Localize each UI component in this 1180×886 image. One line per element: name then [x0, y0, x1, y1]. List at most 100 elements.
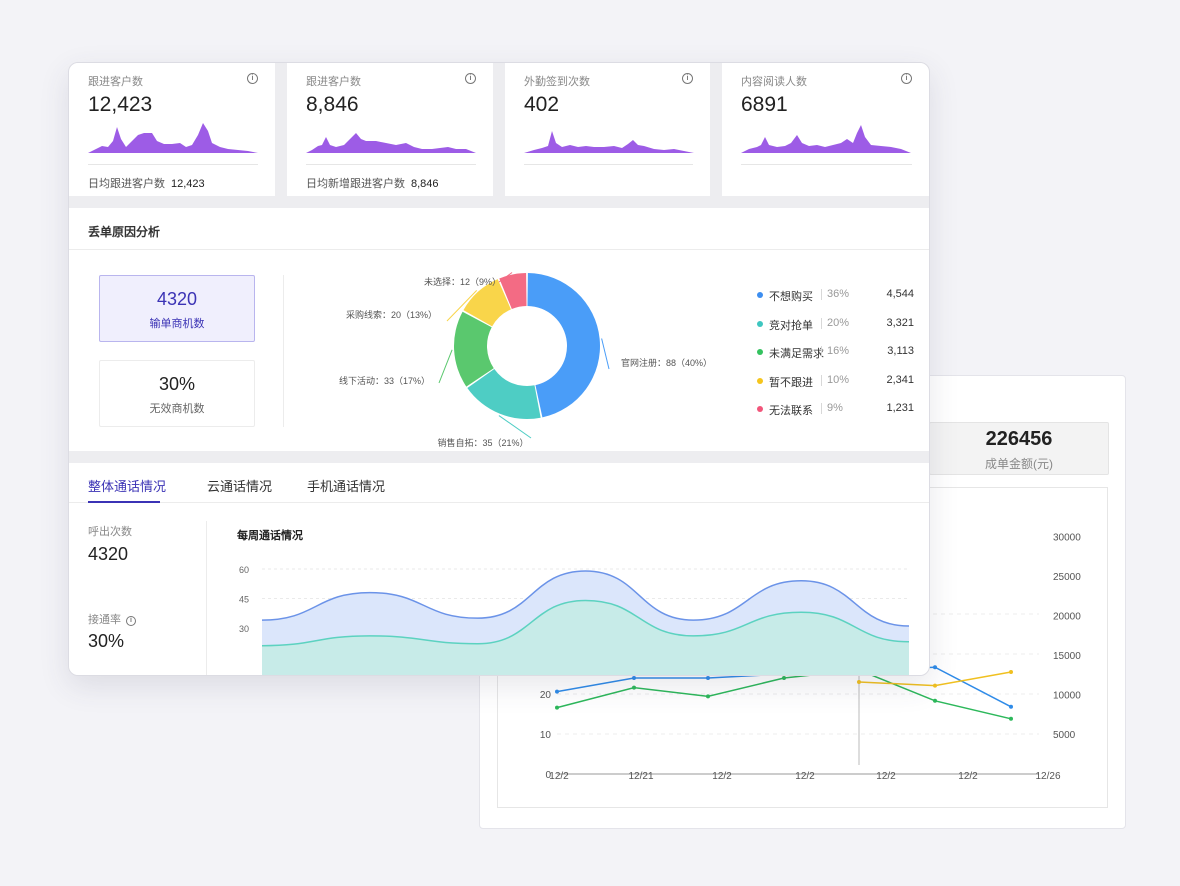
- leader-line: [498, 272, 513, 283]
- data-point: [933, 665, 937, 670]
- y-tick-label: 60: [239, 565, 249, 575]
- loss-donut-chart: 官网注册：88（40%） 销售自拓：35（21%） 线下活动：33（17%） 采购线索…: [339, 272, 712, 448]
- kpi-card-readers[interactable]: 内容阅读人数 i 6891: [722, 63, 929, 196]
- kpi-footer: 日均跟进客户数 12,423: [88, 175, 205, 191]
- outbound-value: 4320: [88, 544, 129, 564]
- donut-label: 线下活动：33（17%）: [339, 375, 430, 386]
- kpi-sparkline: [306, 133, 476, 153]
- kpi-sparkline: [741, 125, 911, 153]
- stat-value: 4320: [156, 289, 198, 309]
- kpi-value: 402: [524, 93, 560, 116]
- donut-label: 采购线索：20（13%）: [346, 309, 437, 320]
- kpi-footer-label: 日均跟进客户数: [88, 178, 165, 190]
- kpi-value: 6891: [741, 93, 788, 116]
- series-line: [261, 599, 910, 647]
- divider: [283, 275, 284, 427]
- deal-amount-box: 226456 成单金额(元): [929, 422, 1109, 475]
- y2-tick-label: 10000: [1053, 691, 1081, 702]
- kpi-card-new-followup[interactable]: 跟进客户数 i 8,846 日均新增跟进客户数 8,846: [287, 63, 493, 196]
- kpi-value: 8,846: [306, 93, 359, 116]
- info-icon[interactable]: i: [126, 616, 136, 626]
- data-point: [933, 683, 937, 688]
- legend-percent: 36%: [827, 288, 850, 300]
- donut-label: 销售自拓：35（21%）: [437, 437, 528, 448]
- kpi-footer-value: 8,846: [411, 178, 439, 190]
- legend-dot: [757, 349, 763, 355]
- kpi-sparkline: [88, 123, 258, 153]
- leader-line: [438, 349, 453, 384]
- legend-name: 不想购买: [769, 291, 813, 303]
- kpi-title: 外勤签到次数: [524, 76, 590, 88]
- info-icon[interactable]: i: [682, 73, 693, 84]
- y2-tick-label: 30000: [1053, 533, 1081, 544]
- y-tick-label: 45: [239, 595, 249, 605]
- x-tick-label: 12/2: [795, 771, 815, 782]
- chart-title: 每周通话情况: [237, 530, 303, 542]
- legend-value: 3,113: [887, 345, 914, 357]
- kpi-title: 跟进客户数: [88, 76, 143, 88]
- calls-panel: 整体通话情况 云通话情况 手机通话情况 呼出次数 4320 接通率 i 30% 每…: [69, 463, 929, 675]
- deal-amount-label: 成单金额(元): [985, 457, 1053, 471]
- lost-deals-stat[interactable]: 4320 输单商机数: [99, 275, 255, 342]
- active-tab-indicator: [88, 501, 160, 503]
- legend-percent: 16%: [827, 345, 850, 357]
- area-fill: [262, 600, 909, 675]
- kpi-card-checkins[interactable]: 外勤签到次数 i 402: [505, 63, 710, 196]
- tab-overall-calls[interactable]: 整体通话情况: [88, 479, 167, 494]
- donut-label: 官网注册：88（40%）: [621, 357, 712, 368]
- legend-dot: [757, 292, 763, 298]
- legend-separator: [821, 317, 822, 329]
- y-tick-label: 10: [540, 730, 552, 741]
- x-tick-label: 12/21: [628, 771, 653, 782]
- data-point: [632, 676, 636, 680]
- tab-mobile-calls[interactable]: 手机通话情况: [307, 479, 386, 494]
- x-tick-label: 12/26: [1035, 771, 1060, 782]
- x-tick-label: 12/2: [712, 771, 732, 782]
- kpi-card-followup[interactable]: 跟进客户数 i 12,423 日均跟进客户数 12,423: [69, 63, 275, 196]
- legend-name: 暂不跟进: [769, 376, 813, 389]
- data-point: [857, 680, 861, 684]
- dashboard-card: 跟进客户数 i 12,423 日均跟进客户数 12,423 跟进客户数 i 8,8…: [68, 62, 930, 676]
- legend-percent: 10%: [827, 373, 850, 386]
- y2-tick-label: 5000: [1053, 730, 1076, 741]
- kpi-divider: [524, 164, 693, 165]
- kpi-divider: [741, 164, 912, 165]
- donut-slice: [499, 273, 527, 309]
- info-icon[interactable]: i: [247, 73, 258, 84]
- legend-percent: 20%: [827, 316, 850, 329]
- info-icon[interactable]: i: [901, 73, 912, 84]
- x-tick-label: 12/2: [876, 771, 896, 782]
- data-point: [1009, 704, 1013, 709]
- legend-value: 2,341: [886, 373, 914, 386]
- connect-rate-label: 接通率 i: [88, 611, 136, 627]
- tab-cloud-calls[interactable]: 云通话情况: [207, 479, 273, 494]
- y2-tick-label: 25000: [1053, 572, 1081, 583]
- legend-separator: [821, 289, 822, 300]
- y-tick-label: 0: [545, 770, 551, 781]
- info-icon[interactable]: i: [465, 73, 476, 84]
- outbound-label: 呼出次数: [88, 526, 132, 538]
- data-point: [782, 676, 786, 680]
- loss-analysis-panel: 丢单原因分析 4320 输单商机数 30% 无效商机数 官网注册：88（40%）…: [69, 208, 929, 451]
- legend-name: 无法联系: [769, 405, 813, 417]
- connect-rate-value: 30%: [88, 631, 125, 651]
- divider: [69, 502, 929, 503]
- data-point: [933, 698, 937, 703]
- legend-separator: [821, 346, 822, 357]
- data-point: [706, 694, 710, 699]
- y2-tick-label: 15000: [1053, 651, 1081, 662]
- invalid-deals-stat[interactable]: 30% 无效商机数: [99, 360, 255, 427]
- x-tick-label: 12/2: [549, 771, 569, 782]
- leader-line: [446, 290, 478, 322]
- data-point: [1009, 716, 1013, 721]
- donut-slice: [463, 279, 511, 327]
- data-point: [555, 689, 559, 694]
- y2-tick-label: 20000: [1053, 612, 1081, 623]
- legend-dot: [757, 377, 763, 384]
- kpi-footer: 日均新增跟进客户数 8,846: [306, 175, 439, 191]
- donut-label: 未选择：12（9%）: [424, 276, 501, 287]
- section-title: 丢单原因分析: [88, 225, 161, 239]
- kpi-footer-value: 12,423: [171, 178, 205, 190]
- data-point: [632, 685, 636, 690]
- divider: [206, 521, 207, 675]
